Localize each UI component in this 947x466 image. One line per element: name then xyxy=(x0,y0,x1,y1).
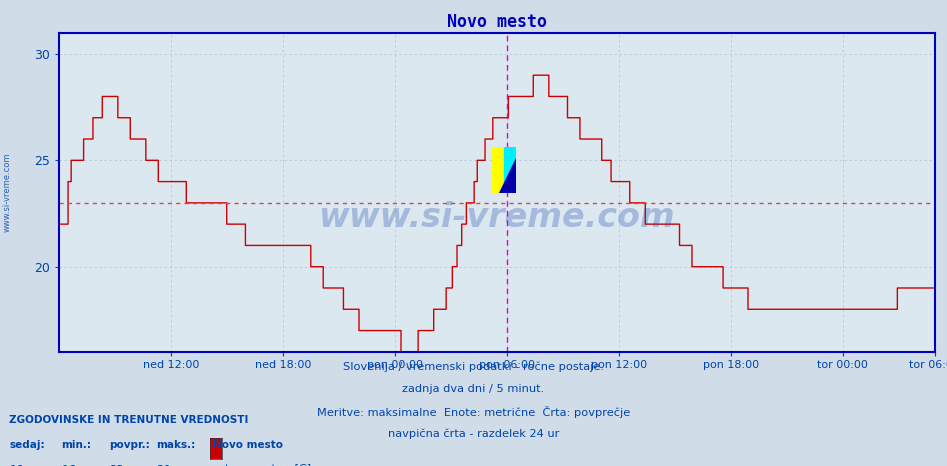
Text: navpična črta - razdelek 24 ur: navpična črta - razdelek 24 ur xyxy=(388,428,559,439)
Text: Novo mesto: Novo mesto xyxy=(213,440,283,450)
Text: temperatura[C]: temperatura[C] xyxy=(224,464,312,466)
Text: Slovenija / vremenski podatki - ročne postaje.: Slovenija / vremenski podatki - ročne po… xyxy=(343,361,604,372)
Bar xyxy=(492,147,504,193)
Title: Novo mesto: Novo mesto xyxy=(447,13,546,31)
Text: 30: 30 xyxy=(156,464,171,466)
Polygon shape xyxy=(499,158,516,193)
Text: maks.:: maks.: xyxy=(156,440,195,450)
Text: sedaj:: sedaj: xyxy=(9,440,45,450)
Text: Meritve: maksimalne  Enote: metrične  Črta: povprečje: Meritve: maksimalne Enote: metrične Črta… xyxy=(317,406,630,418)
Text: 16: 16 xyxy=(62,464,77,466)
Text: zadnja dva dni / 5 minut.: zadnja dva dni / 5 minut. xyxy=(402,384,545,393)
Text: www.si-vreme.com: www.si-vreme.com xyxy=(3,152,12,232)
Text: 23: 23 xyxy=(109,464,124,466)
Text: 19: 19 xyxy=(9,464,25,466)
Bar xyxy=(504,147,516,193)
Text: ZGODOVINSKE IN TRENUTNE VREDNOSTI: ZGODOVINSKE IN TRENUTNE VREDNOSTI xyxy=(9,415,249,425)
Text: min.:: min.: xyxy=(62,440,92,450)
Text: povpr.:: povpr.: xyxy=(109,440,150,450)
Text: www.si-vreme.com: www.si-vreme.com xyxy=(318,201,675,234)
